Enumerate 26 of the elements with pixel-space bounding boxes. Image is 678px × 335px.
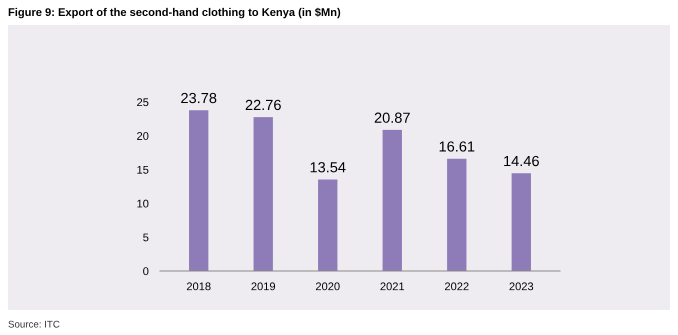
data-label: 13.54 xyxy=(310,162,346,172)
bar xyxy=(447,158,466,271)
data-label: 22.76 xyxy=(246,100,281,110)
bar xyxy=(254,117,273,271)
data-label: 14.46 xyxy=(504,156,539,166)
bar xyxy=(382,130,402,271)
bar xyxy=(512,173,531,271)
data-label: 23.78 xyxy=(181,92,216,104)
data-label: 16.61 xyxy=(440,141,474,152)
x-tick-label: 2021 xyxy=(380,282,404,290)
x-tick-label: 2020 xyxy=(316,282,340,290)
data-label: 20.87 xyxy=(374,112,410,123)
bar xyxy=(318,179,338,271)
x-tick-label: 2019 xyxy=(251,282,276,290)
x-tick-label: 2018 xyxy=(186,282,211,290)
y-tick-label: 25 xyxy=(137,98,148,106)
y-tick-label: 0 xyxy=(143,267,148,276)
y-tick-label: 5 xyxy=(143,234,148,242)
y-tick-label: 15 xyxy=(137,166,148,174)
bar xyxy=(189,110,208,271)
source-note: Source: ITC xyxy=(8,320,60,328)
chart-title: Figure 9: Export of the second-hand clothing to Kenya (in $Mn) xyxy=(8,8,340,18)
y-tick-label: 20 xyxy=(137,132,148,140)
y-tick-label: 10 xyxy=(137,200,148,208)
x-tick-label: 2023 xyxy=(509,282,534,290)
x-tick-label: 2022 xyxy=(444,282,469,290)
